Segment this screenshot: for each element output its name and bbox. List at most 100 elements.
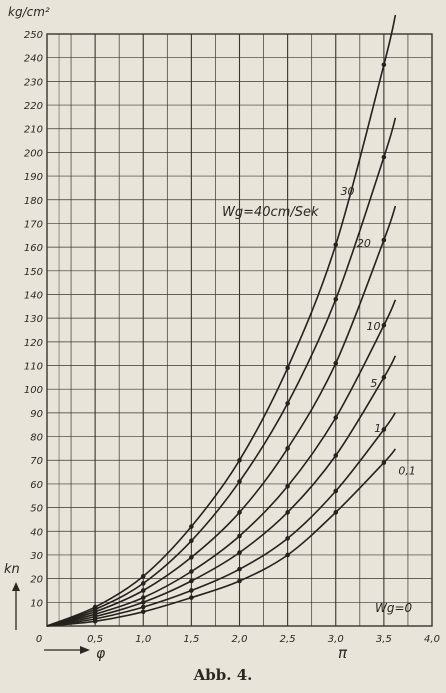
y-tick-label: 130 [24,314,43,325]
data-point [189,588,194,593]
data-point [381,237,387,243]
x-tick-label: 1,5 [183,634,199,645]
series-label: 0,1 [398,464,416,477]
data-point [237,566,242,572]
pi-label: π [338,644,348,662]
y-tick-label: 220 [24,101,43,112]
y-tick-label: 70 [30,456,43,467]
y-axis-arrow [12,582,20,630]
x-tick-label: 3,0 [328,634,344,645]
y-tick-label: 120 [24,338,43,349]
data-point [140,595,146,600]
y-tick-label: 150 [24,267,43,278]
data-point [92,618,98,624]
series-label: 30 [341,185,355,198]
x-axis-arrow [44,646,90,654]
y-tick-label: 10 [30,598,43,609]
y-tick-label: 20 [30,575,43,586]
legend-title: Wg=40cm/Sek [222,205,319,220]
x-tick-label: 0,5 [87,634,103,645]
data-point [189,569,194,574]
y-tick-label: 140 [24,290,43,301]
data-point [381,460,387,465]
y-tick-label: 240 [24,54,43,65]
y-tick-label: 90 [30,409,43,420]
series-label: 1 [374,422,381,435]
data-point [189,538,194,544]
series-lowest [46,448,397,627]
x-tick-label: 2,5 [280,634,296,645]
data-point [285,536,290,541]
data-point [140,588,146,593]
series-label: 5 [370,377,377,390]
series-10: 10 [46,205,397,627]
x-tick-label: 0 [36,634,42,645]
x-axis-label: φ [96,646,106,662]
data-point [333,242,339,248]
y-tick-label: 110 [24,362,43,373]
bottom-legend: Wg=0 [375,601,413,615]
series-line [46,355,397,627]
chart-tick-labels: 1020304050607080901001101201301401501601… [24,30,440,645]
data-point [333,415,339,420]
figure-caption: Abb. 4. [193,666,253,684]
series-line [46,299,397,627]
data-point [237,533,242,539]
data-point [237,550,242,555]
y-tick-label: 80 [30,433,43,444]
data-point [237,578,242,584]
data-point [140,609,146,615]
data-point [333,488,339,494]
y-tick-label: 50 [30,504,43,515]
series-label: 10 [367,320,381,333]
data-point [140,573,146,579]
x-tick-label: 3,5 [376,634,392,645]
y-tick-label: 250 [24,30,43,41]
data-point [381,322,387,328]
y-tick-label: 230 [24,77,43,88]
y-axis-label: kn [4,562,20,577]
y-unit-label: kg/cm² [8,5,50,19]
data-point [189,595,194,600]
chart-grid [46,33,433,627]
data-point [333,296,339,302]
series-label: 20 [357,237,371,250]
series-30: 30 [46,14,397,627]
data-point [333,510,339,515]
data-point [189,578,194,584]
data-point [140,581,146,586]
series-1: 1 [46,355,397,627]
data-point [381,154,387,160]
chart-series: 30 20 10 5 1 0,1 [46,14,416,627]
series-20: 20 [46,117,397,627]
data-point [381,62,387,68]
y-tick-label: 160 [24,243,43,254]
y-tick-label: 40 [30,527,43,538]
data-point [285,446,290,451]
data-point [285,552,290,558]
y-tick-label: 100 [24,385,43,396]
data-point [237,457,242,463]
data-point [285,510,290,515]
series-5: 5 [46,299,397,627]
data-point [333,453,339,458]
x-tick-label: 2,0 [232,634,248,645]
data-point [285,483,290,489]
data-point [237,510,242,515]
series-0-1: 0,1 [46,412,416,627]
data-point [237,479,242,484]
series-line [46,117,397,627]
data-point [381,427,387,432]
data-point [189,555,194,560]
series-line [46,448,397,627]
data-point [140,604,146,610]
data-point [140,600,146,605]
data-point [189,524,194,529]
y-tick-label: 170 [24,219,43,230]
data-point [333,360,339,366]
data-point [285,401,290,406]
data-point [381,375,387,380]
x-tick-label: 1,0 [135,634,151,645]
series-line [46,205,397,627]
